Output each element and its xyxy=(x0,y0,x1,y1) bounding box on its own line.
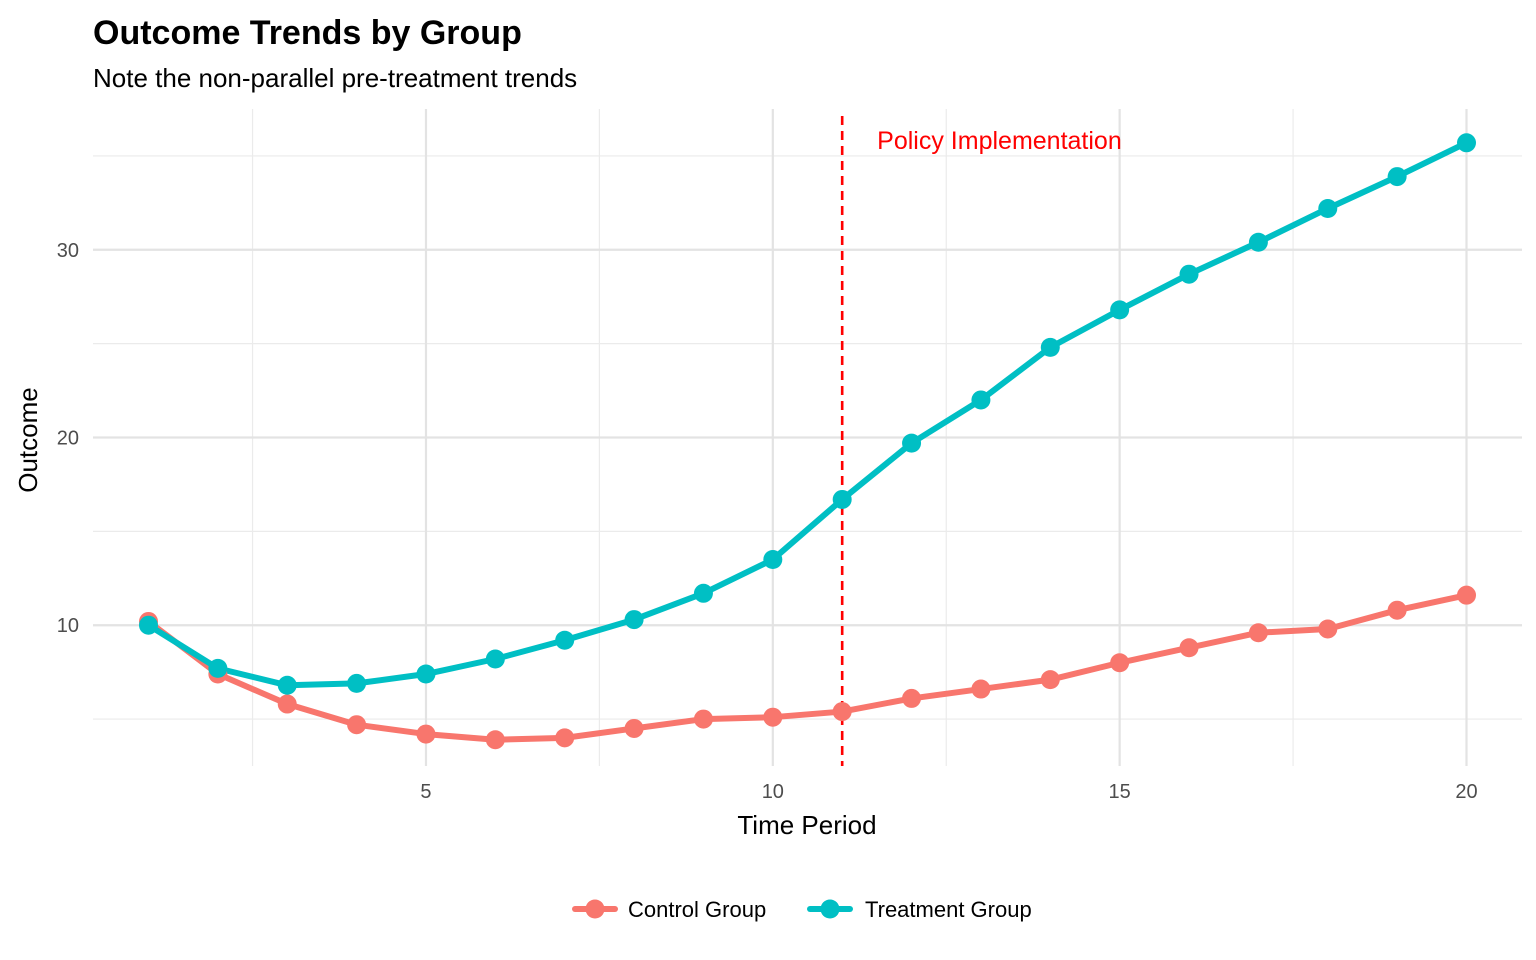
treatment-group-point xyxy=(902,433,922,453)
treatment-group-point xyxy=(208,658,228,678)
treatment-group-point xyxy=(624,610,644,630)
x-tick-label: 5 xyxy=(420,781,431,803)
legend: Control Group Treatment Group xyxy=(572,897,1032,922)
y-tick-label: 10 xyxy=(57,615,79,637)
control-group-point xyxy=(555,728,575,748)
y-tick-label: 30 xyxy=(57,240,79,262)
treatment-group-point xyxy=(416,664,436,684)
control-group-line xyxy=(145,592,1470,743)
control-group-point xyxy=(624,718,644,738)
control-group-point xyxy=(763,707,783,727)
control-group-point xyxy=(1387,600,1407,620)
control-group-point xyxy=(693,709,713,729)
control-group-point xyxy=(971,679,991,699)
treatment-group-point xyxy=(1318,198,1338,218)
control-group-point xyxy=(902,688,922,708)
treatment-group-point xyxy=(693,583,713,603)
treatment-group-point xyxy=(971,390,991,410)
legend-key-point-control-group xyxy=(585,899,605,919)
chart-title: Outcome Trends by Group xyxy=(93,14,522,52)
x-tick-label: 10 xyxy=(762,781,784,803)
tick-layer: 10 20 30 5 10 15 20 xyxy=(57,240,1478,803)
treatment-group-point xyxy=(347,673,367,693)
treatment-group-point xyxy=(832,489,852,509)
treatment-group-point xyxy=(1457,133,1477,153)
annotation-layer: Policy Implementation xyxy=(840,116,1122,766)
series-layer xyxy=(138,133,1477,750)
treatment-group-line xyxy=(145,139,1470,689)
chart-subtitle: Note the non-parallel pre-treatment tren… xyxy=(93,63,577,93)
x-tick-label: 20 xyxy=(1455,781,1477,803)
y-tick-label: 20 xyxy=(57,428,79,450)
grid-layer xyxy=(93,109,1522,766)
control-group-point xyxy=(1040,670,1060,690)
treatment-group-point xyxy=(277,675,297,695)
y-axis-title: Outcome xyxy=(13,387,43,493)
treatment-group-point xyxy=(555,630,575,650)
treatment-group-point xyxy=(138,615,158,635)
treatment-group-point xyxy=(485,649,505,669)
control-group-point xyxy=(485,730,505,750)
control-group-point xyxy=(832,702,852,722)
control-group-point xyxy=(1110,653,1130,673)
control-group-point xyxy=(416,724,436,744)
treatment-group-point xyxy=(1179,264,1199,284)
x-tick-label: 15 xyxy=(1109,781,1131,803)
legend-label-control-group: Control Group xyxy=(628,897,766,922)
control-group-point xyxy=(1457,585,1477,605)
legend-key-point-treatment-group xyxy=(820,899,840,919)
treatment-group-point xyxy=(1387,167,1407,187)
policy-implementation-label: Policy Implementation xyxy=(877,127,1122,155)
treatment-group-point xyxy=(763,550,783,570)
control-group-point xyxy=(277,694,297,714)
treatment-group-point xyxy=(1248,232,1268,252)
x-axis-title: Time Period xyxy=(737,810,876,840)
treatment-group-point xyxy=(1040,337,1060,357)
control-group-point xyxy=(347,715,367,735)
legend-label-treatment-group: Treatment Group xyxy=(865,897,1032,922)
control-group-point xyxy=(1318,619,1338,639)
control-group-point xyxy=(1179,638,1199,658)
treatment-group-point xyxy=(1110,300,1130,320)
control-group-point xyxy=(1248,623,1268,643)
